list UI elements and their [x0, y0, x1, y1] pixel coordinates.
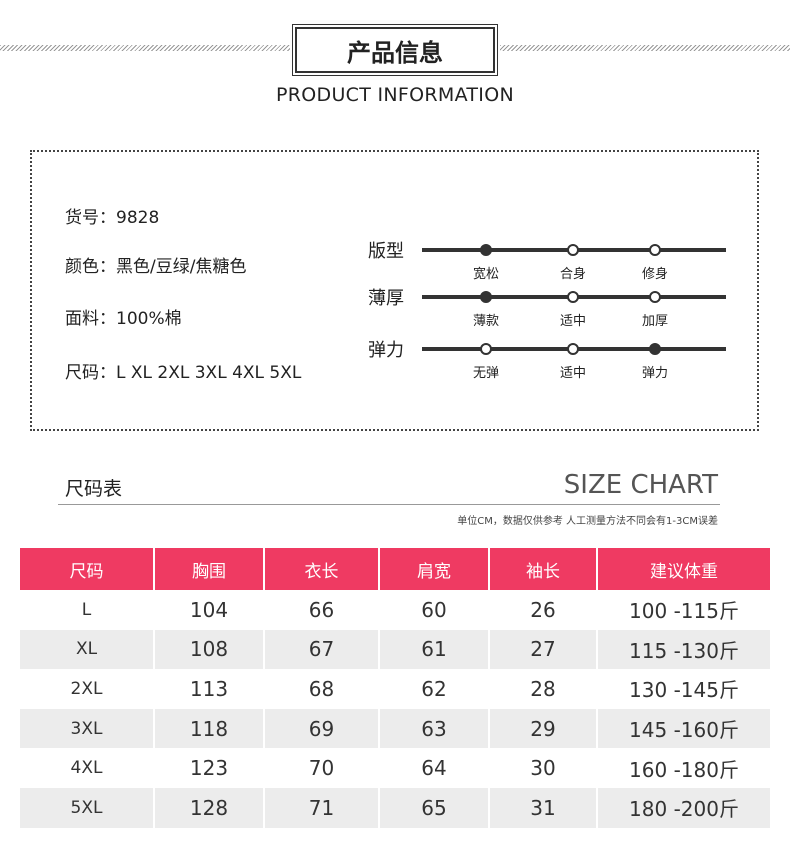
attribute-dot	[567, 244, 579, 256]
attribute-dot	[649, 244, 661, 256]
table-row: 4XL 123 70 64 30 160 -180斤	[20, 748, 770, 788]
table-cell: 108	[155, 629, 265, 670]
attribute-dot	[649, 291, 661, 303]
attribute-option: 适中	[559, 366, 586, 381]
table-cell: 145 -160斤	[629, 718, 739, 743]
header-cell: 袖长	[490, 548, 598, 590]
subtitle: PRODUCT INFORMATION	[276, 84, 514, 106]
table-cell: 26	[490, 590, 598, 630]
hatch-line	[500, 45, 790, 51]
attribute-dot	[567, 291, 579, 303]
table-cell: 65	[380, 787, 490, 828]
info-row: 货号：9828	[65, 203, 159, 228]
table-cell: 71	[265, 787, 380, 828]
table-row: 3XL 118 69 63 29 145 -160斤	[20, 708, 770, 749]
title: 产品信息	[292, 24, 498, 76]
table-cell: 28	[490, 669, 598, 709]
info-row: 尺码：L XL 2XL 3XL 4XL 5XL	[65, 358, 301, 383]
table-cell: 30	[490, 748, 598, 788]
header-cell: 建议体重	[650, 561, 718, 582]
table-cell: 160 -180斤	[629, 757, 739, 782]
size-chart-note: 单位CM，数据仅供参考 人工测量方法不同会有1-3CM误差	[457, 516, 718, 527]
table-cell: XL	[20, 629, 155, 670]
table-cell: 113	[155, 669, 265, 709]
rule	[58, 504, 720, 505]
size-chart-title: 尺码表	[65, 478, 123, 500]
table-cell: 67	[265, 629, 380, 670]
table-cell: 31	[490, 787, 598, 828]
info-label: 颜色：	[65, 257, 116, 277]
table-cell: 29	[490, 708, 598, 749]
table-header: 尺码 胸围 衣长 肩宽 袖长 建议体重	[20, 548, 770, 590]
table-row: XL 108 67 61 27 115 -130斤	[20, 629, 770, 670]
table-cell: 27	[490, 629, 598, 670]
table-cell: 4XL	[20, 748, 155, 788]
header-cell: 肩宽	[380, 548, 490, 590]
attribute-option: 合身	[559, 267, 586, 282]
table-cell: 2XL	[20, 669, 155, 709]
table-cell: 70	[265, 748, 380, 788]
table-cell: 123	[155, 748, 265, 788]
header-cell: 胸围	[155, 548, 265, 590]
attribute-option: 弹力	[641, 366, 668, 381]
table-cell: 104	[155, 590, 265, 630]
attribute-name: 版型	[368, 241, 404, 262]
attribute-option: 修身	[641, 267, 668, 282]
table-cell: 63	[380, 708, 490, 749]
attribute-option: 适中	[559, 314, 586, 329]
table-cell: 130 -145斤	[629, 678, 739, 703]
attribute-name: 薄厚	[368, 288, 404, 309]
header-cell: 衣长	[265, 548, 380, 590]
attribute-dot	[480, 343, 492, 355]
attribute-name: 弹力	[368, 340, 404, 361]
info-label: 面料：	[65, 309, 116, 329]
attribute-dot	[567, 343, 579, 355]
table-cell: 100 -115斤	[629, 599, 739, 624]
info-value: 黑色/豆绿/焦糖色	[116, 257, 247, 277]
table-cell: 115 -130斤	[629, 638, 739, 663]
table-cell: L	[20, 590, 155, 630]
info-value: 100%棉	[116, 309, 182, 329]
header-cell: 尺码	[20, 548, 155, 590]
table-cell: 62	[380, 669, 490, 709]
table-cell: 68	[265, 669, 380, 709]
table-row: 5XL 128 71 65 31 180 -200斤	[20, 787, 770, 828]
info-label: 尺码：	[65, 363, 116, 383]
info-box	[30, 150, 759, 431]
table-row: 2XL 113 68 62 28 130 -145斤	[20, 669, 770, 709]
size-chart-title-en: SIZE CHART	[563, 470, 718, 500]
table-cell: 180 -200斤	[629, 797, 739, 822]
attribute-option: 加厚	[641, 314, 668, 329]
attribute-option: 宽松	[472, 267, 499, 282]
info-row: 颜色：黑色/豆绿/焦糖色	[65, 252, 246, 277]
info-row: 面料：100%棉	[65, 304, 182, 329]
attribute-dot	[480, 291, 492, 303]
table-cell: 128	[155, 787, 265, 828]
table-cell: 61	[380, 629, 490, 670]
attribute-dot	[480, 244, 492, 256]
table-cell: 64	[380, 748, 490, 788]
attribute-option: 薄款	[472, 314, 499, 329]
table-cell: 60	[380, 590, 490, 630]
table-cell: 118	[155, 708, 265, 749]
attribute-option: 无弹	[472, 366, 499, 381]
info-value: 9828	[116, 208, 160, 228]
hatch-line	[0, 45, 290, 51]
size-table: 尺码 胸围 衣长 肩宽 袖长 建议体重 L 104 66 60 26 100 -115斤 XL 108 67…	[20, 548, 770, 828]
table-cell: 69	[265, 708, 380, 749]
table-row: L 104 66 60 26 100 -115斤	[20, 590, 770, 630]
table-cell: 3XL	[20, 708, 155, 749]
attribute-dot	[649, 343, 661, 355]
info-value: L XL 2XL 3XL 4XL 5XL	[116, 363, 302, 383]
table-cell: 66	[265, 590, 380, 630]
table-cell: 5XL	[20, 787, 155, 828]
info-label: 货号：	[65, 208, 116, 228]
